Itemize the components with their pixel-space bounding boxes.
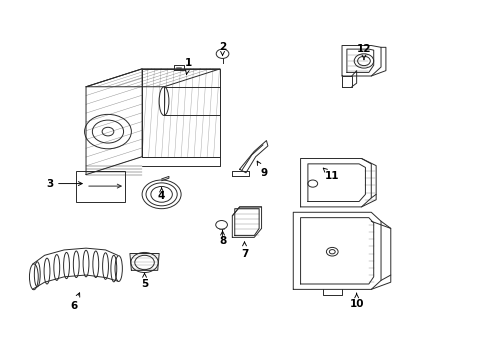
Text: 1: 1 — [184, 58, 192, 74]
Bar — [76, 171, 125, 202]
Text: 6: 6 — [70, 293, 80, 311]
Text: 11: 11 — [323, 168, 339, 181]
Text: 3: 3 — [46, 179, 82, 189]
Text: 12: 12 — [356, 44, 370, 60]
Text: 10: 10 — [349, 293, 363, 309]
Text: 2: 2 — [219, 42, 226, 55]
Text: 5: 5 — [141, 273, 148, 289]
Text: 9: 9 — [257, 161, 267, 178]
Text: 4: 4 — [158, 188, 165, 201]
Text: 7: 7 — [240, 242, 248, 258]
Text: 8: 8 — [219, 230, 226, 246]
